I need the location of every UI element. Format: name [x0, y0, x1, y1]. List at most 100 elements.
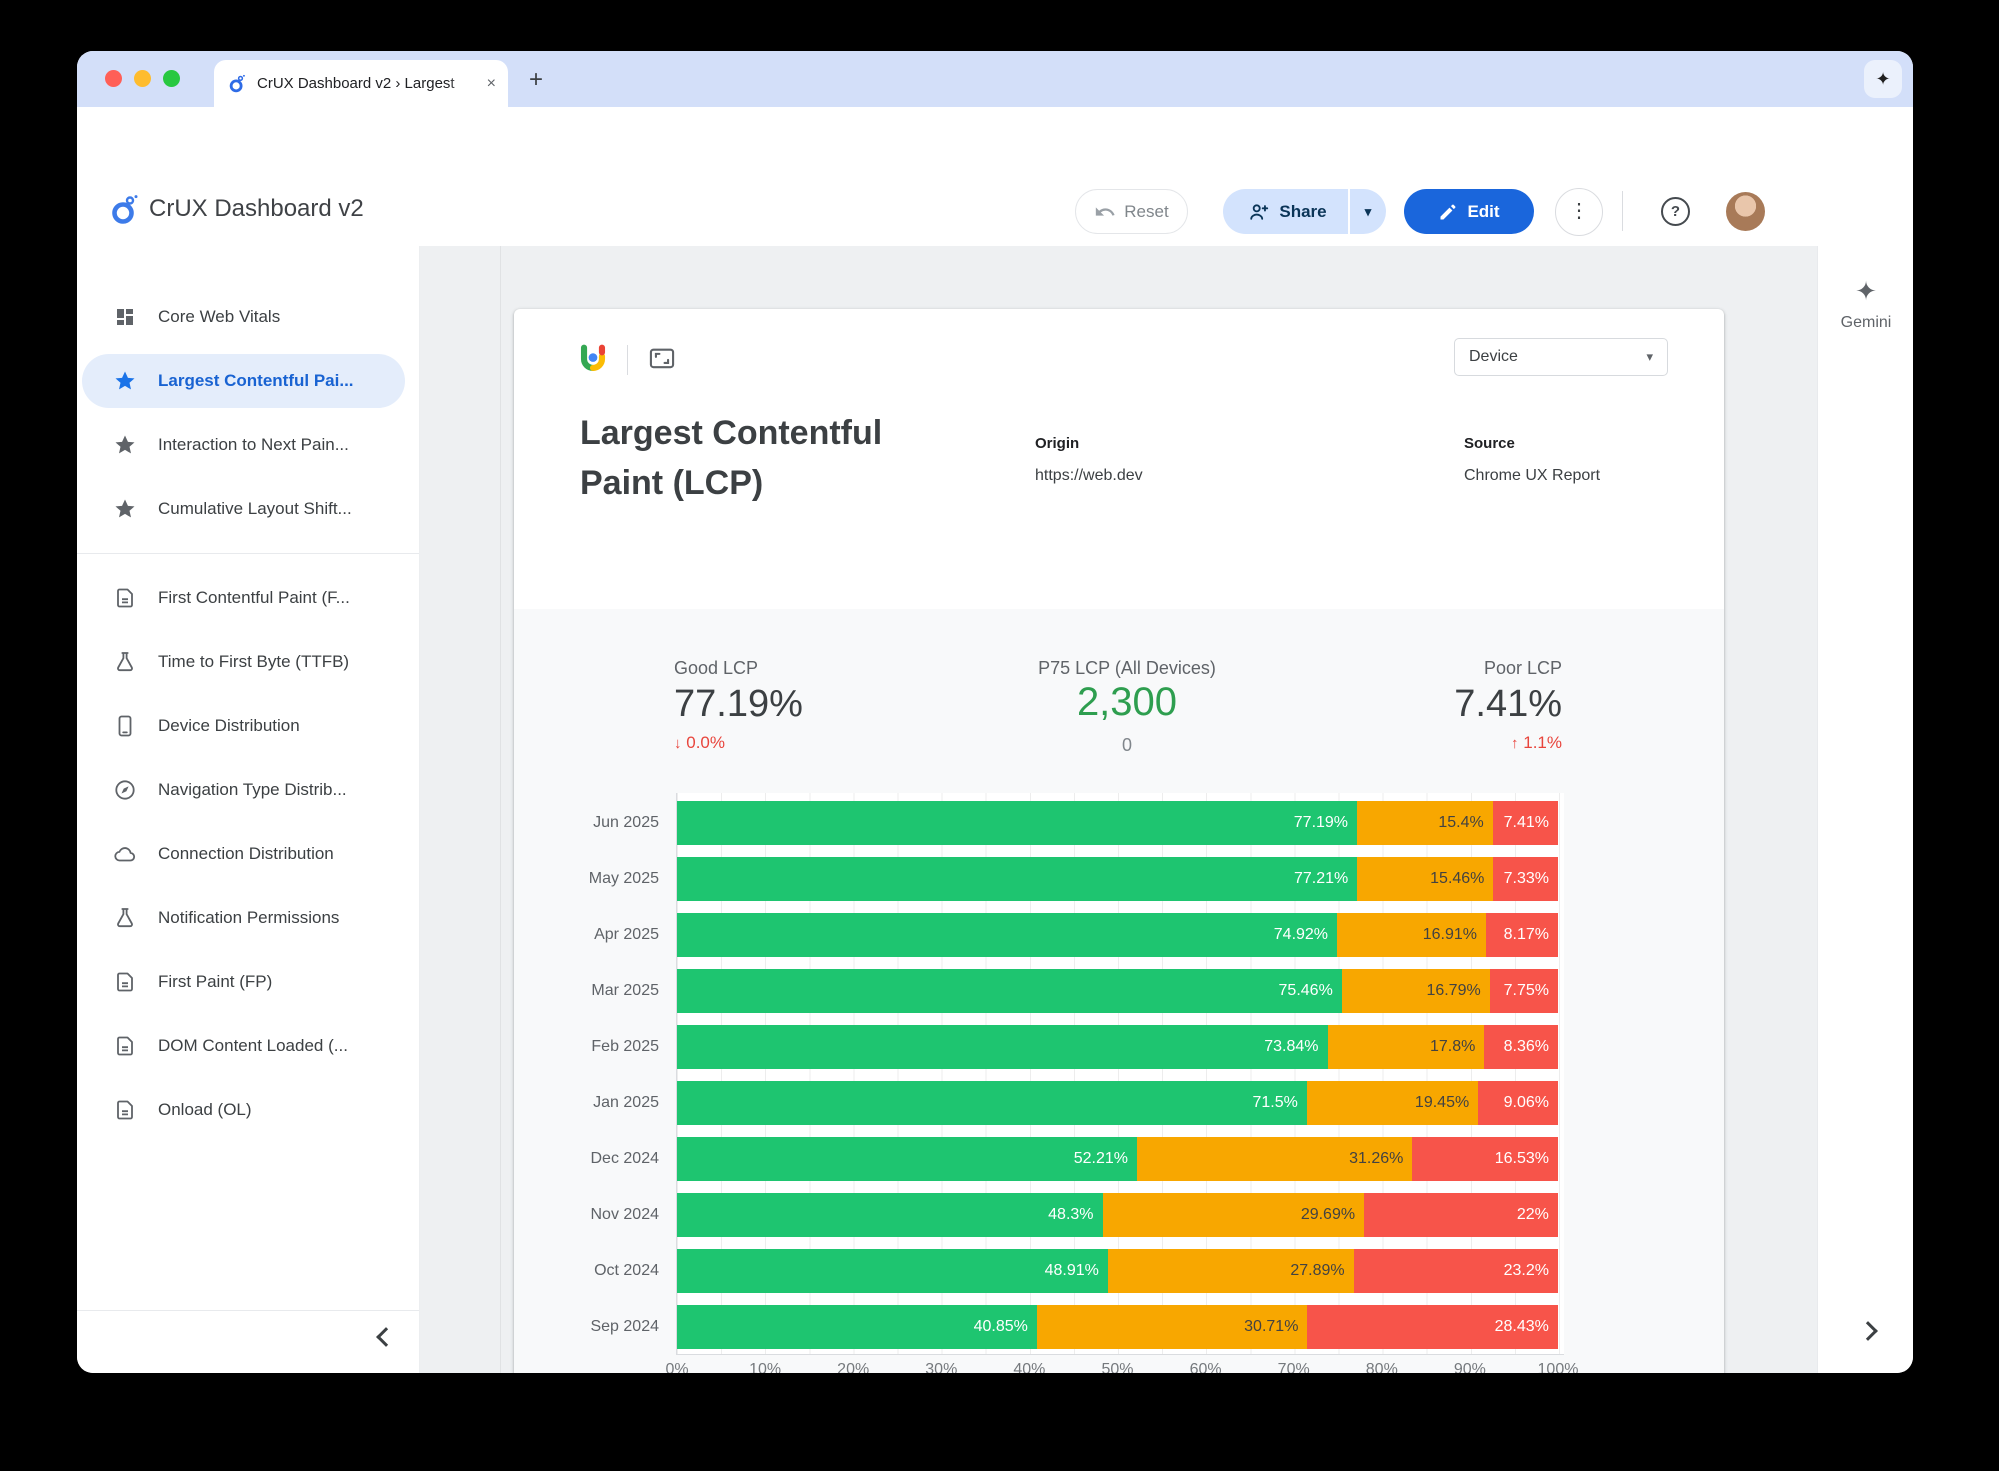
bar-segment-poor[interactable]: 7.75%	[1489, 969, 1558, 1013]
bar-segment-poor[interactable]: 28.43%	[1307, 1305, 1558, 1349]
sidebar-collapse-button[interactable]	[372, 1323, 400, 1351]
bar-value-label: 23.2%	[1503, 1262, 1549, 1279]
source-value: Chrome UX Report	[1464, 467, 1601, 484]
bar-segment-needs-improvement[interactable]: 15.46%	[1357, 857, 1494, 901]
bar-segment-poor[interactable]: 8.17%	[1486, 913, 1558, 957]
sparkle-icon[interactable]: ✦	[1864, 60, 1902, 98]
report-title: Largest Contentful Paint (LCP)	[580, 414, 883, 502]
bar-segment-poor[interactable]: 9.06%	[1478, 1081, 1558, 1125]
bar-segment-good[interactable]: 77.21%	[677, 857, 1358, 901]
user-avatar[interactable]	[1726, 192, 1765, 231]
browser-tab[interactable]: CrUX Dashboard v2 › Largest ×	[214, 60, 508, 107]
bar-segment-needs-improvement[interactable]: 31.26%	[1136, 1137, 1413, 1181]
bar-segment-good[interactable]: 77.19%	[677, 801, 1358, 845]
bar-segment-poor[interactable]: 7.41%	[1492, 801, 1558, 845]
bar-segment-good[interactable]: 73.84%	[677, 1025, 1328, 1069]
x-axis-tick-label: 40%	[1013, 1361, 1046, 1373]
bar-segment-needs-improvement[interactable]: 15.4%	[1357, 801, 1493, 845]
good-lcp-label: Good LCP	[674, 658, 759, 678]
sidebar-item-label: DOM Content Loaded (...	[158, 1036, 348, 1055]
bar-value-label: 16.91%	[1422, 926, 1477, 943]
bar-segment-poor[interactable]: 23.2%	[1353, 1249, 1558, 1293]
sidebar: Core Web Vitals Largest Contentful Pai...…	[77, 246, 420, 1373]
dashboard-icon	[113, 305, 137, 329]
new-tab-button[interactable]: +	[528, 66, 543, 93]
sidebar-item-navigation-type-distrib[interactable]: Navigation Type Distrib...	[82, 763, 405, 817]
gemini-sparkle-icon: ✦	[1855, 276, 1877, 306]
sidebar-item-onload-ol[interactable]: Onload (OL)	[82, 1083, 405, 1137]
flask-icon	[113, 650, 137, 674]
bar-segment-needs-improvement[interactable]: 16.79%	[1341, 969, 1490, 1013]
report-page: Device ▾ Largest Contentful Paint (LCP) …	[514, 309, 1724, 1373]
chart-row: 71.5% 19.45% 9.06%	[677, 1081, 1558, 1125]
sidebar-item-connection-distribution[interactable]: Connection Distribution	[82, 827, 405, 881]
bar-segment-needs-improvement[interactable]: 27.89%	[1107, 1249, 1354, 1293]
tab-close-icon[interactable]: ×	[486, 74, 496, 92]
bar-segment-good[interactable]: 48.3%	[677, 1193, 1103, 1237]
bar-segment-good[interactable]: 71.5%	[677, 1081, 1307, 1125]
bar-value-label: 48.91%	[1044, 1262, 1099, 1279]
bar-segment-poor[interactable]: 8.36%	[1484, 1025, 1558, 1069]
x-axis-tick-label: 50%	[1101, 1361, 1134, 1373]
reset-button[interactable]: Reset	[1075, 189, 1188, 234]
sidebar-item-notification-permissions[interactable]: Notification Permissions	[82, 891, 405, 945]
gemini-button[interactable]: ✦ Gemini	[1818, 276, 1913, 332]
sidebar-item-time-to-first-byte-ttfb[interactable]: Time to First Byte (TTFB)	[82, 635, 405, 689]
bar-segment-poor[interactable]: 22%	[1364, 1193, 1558, 1237]
bar-value-label: 75.46%	[1278, 982, 1333, 999]
bar-segment-good[interactable]: 74.92%	[677, 913, 1338, 957]
share-button[interactable]: Share ▾	[1223, 189, 1386, 234]
p75-lcp-label: P75 LCP (All Devices)	[1038, 658, 1216, 678]
doc-icon	[113, 970, 137, 994]
next-page-button[interactable]	[1854, 1317, 1882, 1345]
chart-row: 40.85% 30.71% 28.43%	[677, 1305, 1558, 1349]
close-window-button[interactable]	[105, 70, 122, 87]
bar-segment-needs-improvement[interactable]: 30.71%	[1036, 1305, 1308, 1349]
help-icon[interactable]: ?	[1661, 197, 1690, 226]
bar-segment-good[interactable]: 40.85%	[677, 1305, 1037, 1349]
bar-segment-needs-improvement[interactable]: 29.69%	[1102, 1193, 1365, 1237]
sidebar-item-largest-contentful-pai[interactable]: Largest Contentful Pai...	[82, 354, 405, 408]
sidebar-item-interaction-to-next-pain[interactable]: Interaction to Next Pain...	[82, 418, 405, 472]
sidebar-item-first-paint-fp[interactable]: First Paint (FP)	[82, 955, 405, 1009]
bar-segment-needs-improvement[interactable]: 17.8%	[1327, 1025, 1485, 1069]
flask-icon	[113, 906, 137, 930]
bar-segment-good[interactable]: 75.46%	[677, 969, 1342, 1013]
sidebar-item-core-web-vitals[interactable]: Core Web Vitals	[82, 290, 405, 344]
bar-segment-needs-improvement[interactable]: 16.91%	[1337, 913, 1486, 957]
sidebar-item-label: First Contentful Paint (F...	[158, 588, 350, 607]
bar-value-label: 15.46%	[1430, 870, 1485, 887]
zoom-window-button[interactable]	[163, 70, 180, 87]
doc-icon	[113, 586, 137, 610]
sidebar-nav: Core Web Vitals Largest Contentful Pai...…	[77, 290, 419, 1137]
screenshot-mode-icon[interactable]	[647, 345, 677, 373]
bar-value-label: 40.85%	[973, 1318, 1028, 1335]
tab-strip: CrUX Dashboard v2 › Largest × + ✦	[77, 51, 1913, 107]
sidebar-item-device-distribution[interactable]: Device Distribution	[82, 699, 405, 753]
sidebar-item-first-contentful-paint-f[interactable]: First Contentful Paint (F...	[82, 571, 405, 625]
bar-value-label: 30.71%	[1244, 1318, 1299, 1335]
bar-segment-poor[interactable]: 7.33%	[1493, 857, 1558, 901]
x-axis-tick-label: 90%	[1453, 1361, 1486, 1373]
more-options-icon[interactable]: ⋮	[1555, 188, 1603, 236]
bar-segment-poor[interactable]: 16.53%	[1412, 1137, 1558, 1181]
sidebar-item-cumulative-layout-shift[interactable]: Cumulative Layout Shift...	[82, 482, 405, 536]
sidebar-item-label: Onload (OL)	[158, 1100, 252, 1119]
sidebar-item-dom-content-loaded[interactable]: DOM Content Loaded (...	[82, 1019, 405, 1073]
bar-value-label: 7.33%	[1503, 870, 1549, 887]
device-filter-dropdown[interactable]: Device ▾	[1454, 338, 1668, 376]
doc-icon	[113, 1098, 137, 1122]
chart-row: 75.46% 16.79% 7.75%	[677, 969, 1558, 1013]
bar-segment-needs-improvement[interactable]: 19.45%	[1306, 1081, 1479, 1125]
bar-value-label: 16.79%	[1426, 982, 1481, 999]
edit-button[interactable]: Edit	[1404, 189, 1534, 234]
bar-value-label: 52.21%	[1073, 1150, 1128, 1167]
share-label: Share	[1279, 201, 1327, 221]
share-dropdown-caret[interactable]: ▾	[1348, 189, 1386, 234]
origin-value: https://web.dev	[1035, 467, 1143, 484]
bar-value-label: 19.45%	[1414, 1094, 1470, 1111]
sidebar-bottom-divider	[77, 1310, 419, 1311]
bar-segment-good[interactable]: 52.21%	[677, 1137, 1137, 1181]
bar-segment-good[interactable]: 48.91%	[677, 1249, 1108, 1293]
minimize-window-button[interactable]	[134, 70, 151, 87]
